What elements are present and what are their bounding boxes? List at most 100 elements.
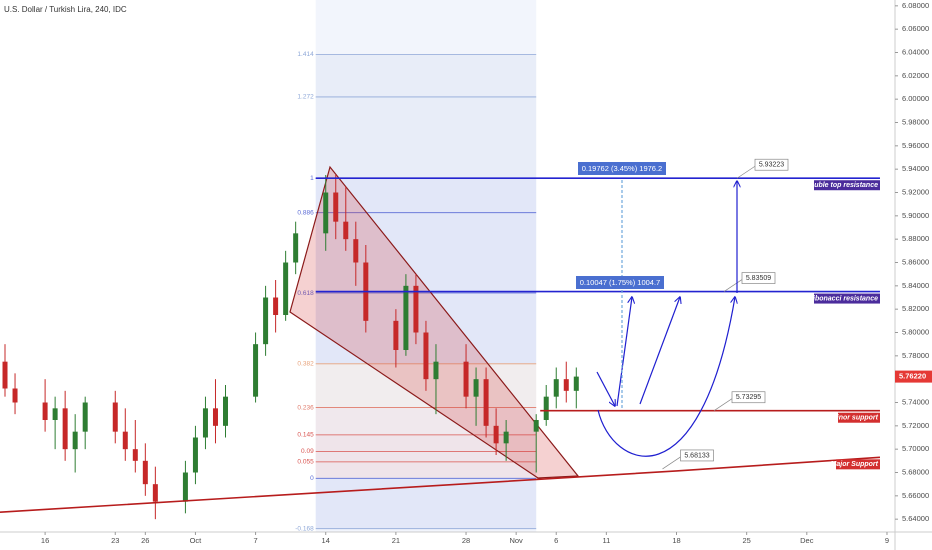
x-tick-label: 16 [41,536,49,545]
callout-box [754,158,789,171]
measure-box [578,162,666,175]
candle-body [212,408,218,426]
candle-body [483,379,489,426]
candle-body [253,344,259,397]
candles [2,175,579,520]
fib-band [315,96,537,179]
callout-label: 5.93223 [759,162,784,169]
callout-box [680,449,714,462]
y-tick-label: 5.88000 [902,234,929,243]
fib-level-label: 0.055 [297,459,314,466]
candle-body [393,320,399,350]
x-tick-label: 21 [392,536,400,545]
candle-body [533,420,539,432]
fib-band [315,212,537,294]
overlay: Double top resistance 5.93223 Fibonacci re… [0,158,881,513]
candle-body [283,262,289,315]
measure-label: 0.19762 (3.45%) 1976.2 [582,164,662,173]
candle-body [333,192,339,222]
y-tick-label: 5.82000 [902,304,929,313]
chart-title: U.S. Dollar / Turkish Lira, 240, IDC [4,5,127,14]
fib-band [315,461,537,479]
candle-body [323,192,329,234]
fib-level-label: 0.145 [297,432,314,439]
x-tick-label: 28 [462,536,470,545]
arrow [639,297,680,405]
callout-label: 5.73295 [736,394,761,401]
y-tick-label: 5.86000 [902,257,929,266]
x-tick-label: 9 [885,536,889,545]
candle-body [273,297,279,315]
callout-box [741,272,776,284]
level-tag-label: Fibonacci resistance [809,295,878,302]
y-tick-label: 5.90000 [902,211,929,220]
fib-level-label: 1.414 [297,51,314,58]
level-tag-label: Minor support [831,415,879,422]
level-tag [836,459,880,470]
callout-leader [723,279,743,292]
y-tick-label: 5.78000 [902,351,929,360]
y-tick-label: 5.94000 [902,164,929,173]
callout-label: 5.83509 [746,275,771,282]
fib-level-label: -0.168 [295,525,314,532]
candle-body [503,431,509,444]
candle-body [413,285,419,333]
candle-body [473,379,479,397]
y-tick-label: 6.00000 [902,94,929,103]
y-tick-label: 5.98000 [902,117,929,126]
triangle-pattern [289,165,580,479]
candle-body [132,449,138,461]
callout-label: 5.68133 [684,452,709,459]
fib-level-label: 0.886 [297,209,314,216]
candle-body [112,402,118,432]
level-tag-label: Double top resistance [805,182,878,189]
candle-body [433,361,439,380]
candle-body [52,408,58,420]
last-price-label: 5.76220 [899,372,926,381]
date-range-band [315,0,537,532]
x-tick-label: 23 [111,536,119,545]
fib-band [315,434,537,452]
y-tick-label: 6.02000 [902,71,929,80]
candle-body [2,361,8,389]
fib-band [315,54,537,97]
y-tick-label: 5.80000 [902,327,929,336]
candle-body [573,376,579,391]
candle-body [202,408,208,438]
candle-body [263,297,269,345]
candle-body [152,484,158,502]
x-tick-label: Oct [190,536,203,545]
candle-body [42,402,48,420]
candle-body [62,408,68,450]
x-tick-label: Dec [800,536,814,545]
fib-band [315,451,537,462]
y-tick-label: 5.64000 [902,514,929,523]
candle-body [82,402,88,432]
arrow [616,297,632,407]
callout-leader [713,398,733,412]
y-tick-label: 5.74000 [902,397,929,406]
candle-body [182,472,188,502]
trendline [0,456,881,513]
candle-body [192,437,198,473]
level-tag-label: Major Support [831,461,879,468]
fib-level-label: 0 [310,475,314,482]
candle-body [493,425,499,444]
y-tick-label: 5.92000 [902,187,929,196]
candle-body [122,431,128,450]
y-tick-label: 6.08000 [902,1,929,10]
arrow [597,297,735,457]
candle-body [12,388,18,403]
y-tick-label: 5.72000 [902,421,929,430]
x-tick-label: 14 [322,536,330,545]
y-tick-label: 5.70000 [902,444,929,453]
fib-band [315,407,537,435]
fib-level-label: 1 [310,175,314,182]
x-tick-label: 6 [554,536,558,545]
x-tick-label: 7 [253,536,257,545]
fib-level-label: 0.236 [297,404,314,411]
x-tick-label: 11 [602,536,610,545]
candle-body [553,379,559,397]
candle-body [403,285,409,350]
